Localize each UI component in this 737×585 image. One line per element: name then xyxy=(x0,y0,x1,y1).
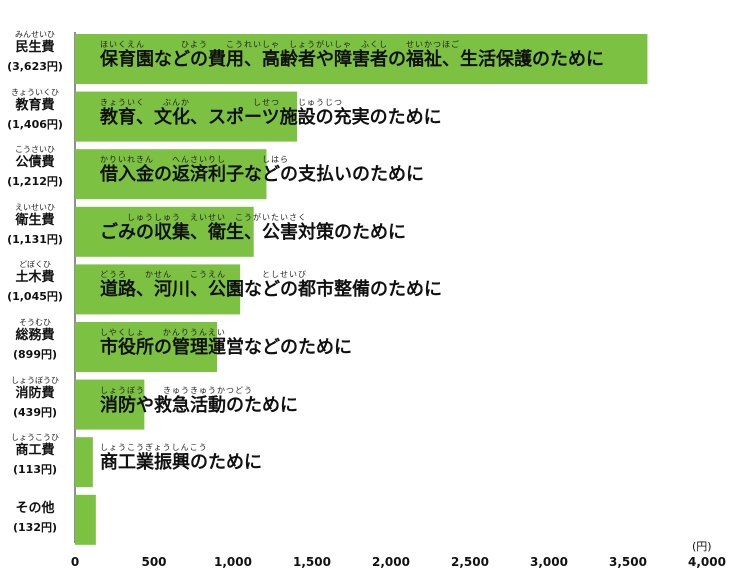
bar-description: どうろ かせん こうえん としせいび 道路、河川、公園などの都市整備のために xyxy=(100,270,442,300)
x-tick-label: 2,500 xyxy=(451,555,489,569)
bar xyxy=(75,494,96,545)
category-label: どぼくひ 土木費 (1,045円) xyxy=(0,260,70,304)
description-text: 市役所の管理運営などのために xyxy=(100,337,352,358)
category-label: そうむひ 総務費 (899円) xyxy=(0,318,70,362)
description-text: 消防や救急活動のために xyxy=(100,394,298,416)
x-tick-label: 500 xyxy=(141,555,167,569)
category-reading: こうさいひ xyxy=(15,145,55,155)
description-text: 商工業振興のために xyxy=(100,452,262,474)
category-label: きょういくひ 教育費 (1,406円) xyxy=(0,88,70,132)
category-reading: どぼくひ xyxy=(19,260,51,270)
category-reading: えいせいひ xyxy=(15,202,55,212)
category-name: 教育費 xyxy=(15,97,55,113)
bar xyxy=(75,379,145,430)
bar-description: しょうこうぎょうしんこう 商工業振興のために xyxy=(100,443,262,473)
category-name: 公債費 xyxy=(15,155,55,171)
category-reading: そうむひ xyxy=(19,318,51,327)
category-name: 衛生費 xyxy=(15,212,55,228)
bar-description: しゅうしゅう えいせい こうがいたいさく ごみの収集、衛生、公害対策のために xyxy=(100,213,406,243)
description-text: 保育園などの費用、高齢者や障害者の福祉、生活保護のために xyxy=(100,49,604,70)
value-label: (899円) xyxy=(12,348,58,361)
description-text: 借入金の返済利子などの支払いのために xyxy=(100,164,424,186)
category-label: えいせいひ 衛生費 (1,131円) xyxy=(0,203,70,247)
description-ruby: しゅうしゅう えいせい こうがいたいさく xyxy=(100,212,307,222)
category-reading: しょうこうひ xyxy=(11,433,59,443)
description-text: 道路、河川、公園などの都市整備のために xyxy=(100,279,442,301)
category-label: しょうぼうひ 消防費 (439円) xyxy=(0,376,70,420)
value-label: (132円) xyxy=(12,520,58,534)
value-label: (439円) xyxy=(12,405,58,419)
description-ruby: どうろ かせん こうえん としせいび xyxy=(100,270,307,280)
description-text: 教育、文化、スポーツ施設の充実のために xyxy=(100,106,442,128)
bar-description: きょういく ぶんか しせつ じゅうじつ 教育、文化、スポーツ施設の充実のために xyxy=(100,98,442,128)
value-label: (1,131円) xyxy=(7,232,63,246)
category-reading: しょうぼうひ xyxy=(11,375,59,385)
value-label: (1,045円) xyxy=(7,290,63,304)
bar xyxy=(75,91,298,142)
description-ruby: ほいくえん ひよう こうれいしゃ しょうがいしゃ ふくし せいかつほご xyxy=(100,40,460,49)
category-name: 総務費 xyxy=(15,328,55,343)
description-ruby: しやくしょ かんりうんえい xyxy=(100,328,226,337)
x-tick-label: 2,000 xyxy=(372,555,410,569)
category-reading: みんせいひ xyxy=(15,30,55,39)
bar xyxy=(75,206,254,257)
category-label: みんせいひ 民生費 (3,623円) xyxy=(0,30,70,74)
value-label: (1,212円) xyxy=(7,175,63,189)
category-reading xyxy=(0,491,70,501)
bar xyxy=(75,149,267,200)
value-label: (1,406円) xyxy=(7,117,63,131)
description-ruby: しょうこうぎょうしんこう xyxy=(100,443,208,453)
category-reading: きょういくひ xyxy=(11,87,59,97)
category-label: こうさいひ 公債費 (1,212円) xyxy=(0,145,70,189)
bar xyxy=(75,34,648,84)
bar-description: しやくしょ かんりうんえい 市役所の管理運営などのために xyxy=(100,328,352,358)
x-tick-label: 1,500 xyxy=(293,555,331,569)
bar xyxy=(75,322,218,372)
description-text: ごみの収集、衛生、公害対策のために xyxy=(100,221,406,243)
bar-description: しょうぼう きゅうきゅうかつどう 消防や救急活動のために xyxy=(100,386,298,416)
x-tick-label: 0 xyxy=(70,555,80,569)
category-label: その他 (132円) xyxy=(0,491,70,535)
bar xyxy=(75,264,241,315)
x-tick-label: 3,000 xyxy=(530,555,568,569)
value-label: (113円) xyxy=(12,463,58,477)
value-label: (3,623円) xyxy=(7,60,63,73)
category-name: 商工費 xyxy=(15,443,55,459)
x-tick-label: 3,500 xyxy=(609,555,647,569)
x-axis-unit: (円) xyxy=(692,540,712,553)
bar-description: ほいくえん ひよう こうれいしゃ しょうがいしゃ ふくし せいかつほご 保育園など… xyxy=(100,40,604,70)
description-ruby: かりいれきん へんさいりし しはら xyxy=(100,155,289,165)
x-tick-label: 1,000 xyxy=(214,555,252,569)
bar xyxy=(75,437,93,488)
bar-description: かりいれきん へんさいりし しはら 借入金の返済利子などの支払いのために xyxy=(100,155,424,185)
category-label: しょうこうひ 商工費 (113円) xyxy=(0,433,70,477)
description-ruby: しょうぼう きゅうきゅうかつどう xyxy=(100,385,253,395)
category-name: 土木費 xyxy=(15,270,55,286)
category-name: 民生費 xyxy=(15,40,55,55)
category-name: その他 xyxy=(15,500,55,516)
description-ruby: きょういく ぶんか しせつ じゅうじつ xyxy=(100,97,343,107)
x-tick-label: 4,000 xyxy=(688,555,726,569)
category-name: 消防費 xyxy=(15,385,55,401)
